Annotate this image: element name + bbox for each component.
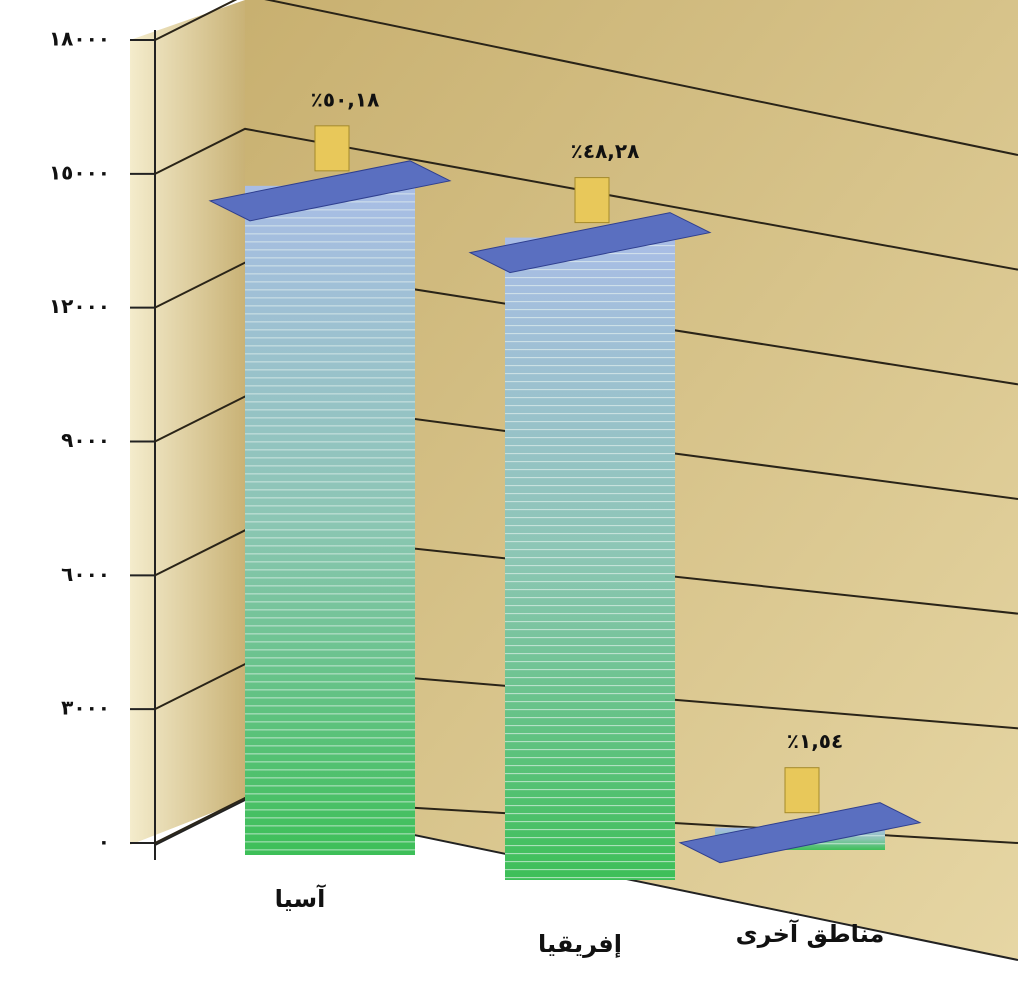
y-tick-label: ١٢٠٠٠ <box>49 294 110 318</box>
castle <box>574 177 610 224</box>
castle <box>784 767 820 814</box>
share-label: ٪١,٥٤ <box>787 729 843 753</box>
y-tick-label: ١٥٠٠٠ <box>49 160 110 184</box>
grid-line <box>154 127 1018 271</box>
bar <box>505 237 675 881</box>
x-tick-label: إفريقيا <box>538 930 622 958</box>
share-label: ٪٥٠,١٨ <box>311 87 380 111</box>
x-tick-label: مناطق آخرى <box>736 919 885 948</box>
bar-top <box>678 802 922 864</box>
y-tick-label: ٦٠٠٠ <box>61 562 110 586</box>
bar <box>245 185 415 856</box>
x-tick-label: آسيا <box>275 884 326 913</box>
bar-top <box>208 160 452 222</box>
y-tick-label: ٩٠٠٠ <box>61 428 110 452</box>
y-tick-label: ٣٠٠٠ <box>61 696 110 720</box>
bar-top <box>468 212 712 274</box>
share-label: ٪٤٨,٢٨ <box>571 139 640 163</box>
castle <box>314 125 350 172</box>
y-tick-label: ٠ <box>98 830 110 854</box>
y-tick-label: ١٨٠٠٠ <box>49 27 110 51</box>
side-wall <box>130 0 245 845</box>
grid-line <box>154 0 1018 156</box>
